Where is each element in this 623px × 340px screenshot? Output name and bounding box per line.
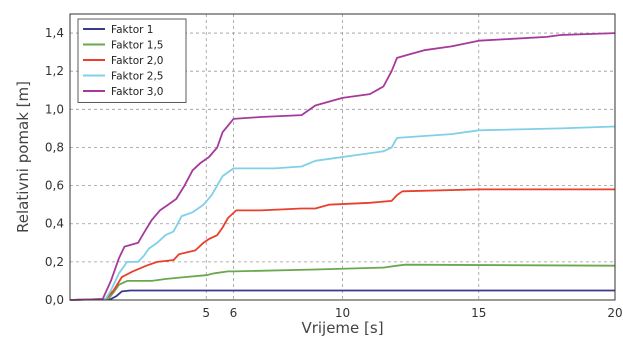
legend-label: Faktor 1,5 — [111, 40, 164, 52]
series-line-3 — [69, 125, 616, 301]
y-tick-label: 1,0 — [45, 102, 64, 116]
y-tick-label: 0,0 — [45, 293, 64, 307]
x-tick-label: 6 — [230, 306, 238, 320]
legend-label: Faktor 1 — [111, 24, 153, 36]
legend-label: Faktor 3,0 — [111, 86, 164, 98]
series-line-1 — [69, 263, 616, 301]
y-tick-label: 1,4 — [45, 26, 64, 40]
y-tick-label: 0,6 — [45, 179, 64, 193]
y-tick-label: 0,2 — [45, 255, 64, 269]
x-tick-label: 5 — [202, 306, 210, 320]
x-tick-label: 15 — [471, 306, 486, 320]
y-tick-label: 0,4 — [45, 217, 64, 231]
legend-label: Faktor 2,5 — [111, 71, 164, 83]
y-tick-label: 1,2 — [45, 64, 64, 78]
legend: Faktor 1 Faktor 1,5 Faktor 2,0 Faktor 2,5 Fa… — [77, 18, 187, 103]
series-line-4 — [69, 32, 616, 301]
x-tick-label: 10 — [335, 306, 350, 320]
axis-ticks: 0,0 0,2 0,4 0,6 0,8 1,0 1,2 1,4 5 6 10 15 20 — [45, 26, 623, 320]
series-line-2 — [69, 188, 615, 301]
y-axis-title: Relativni pomak [m] — [14, 81, 32, 233]
x-axis-title: Vrijeme [s] — [301, 319, 383, 337]
legend-label: Faktor 2,0 — [111, 55, 164, 67]
series-lines — [69, 32, 616, 301]
y-tick-label: 0,8 — [45, 140, 64, 154]
x-tick-label: 20 — [607, 306, 622, 320]
plot-area-frame — [69, 13, 616, 301]
